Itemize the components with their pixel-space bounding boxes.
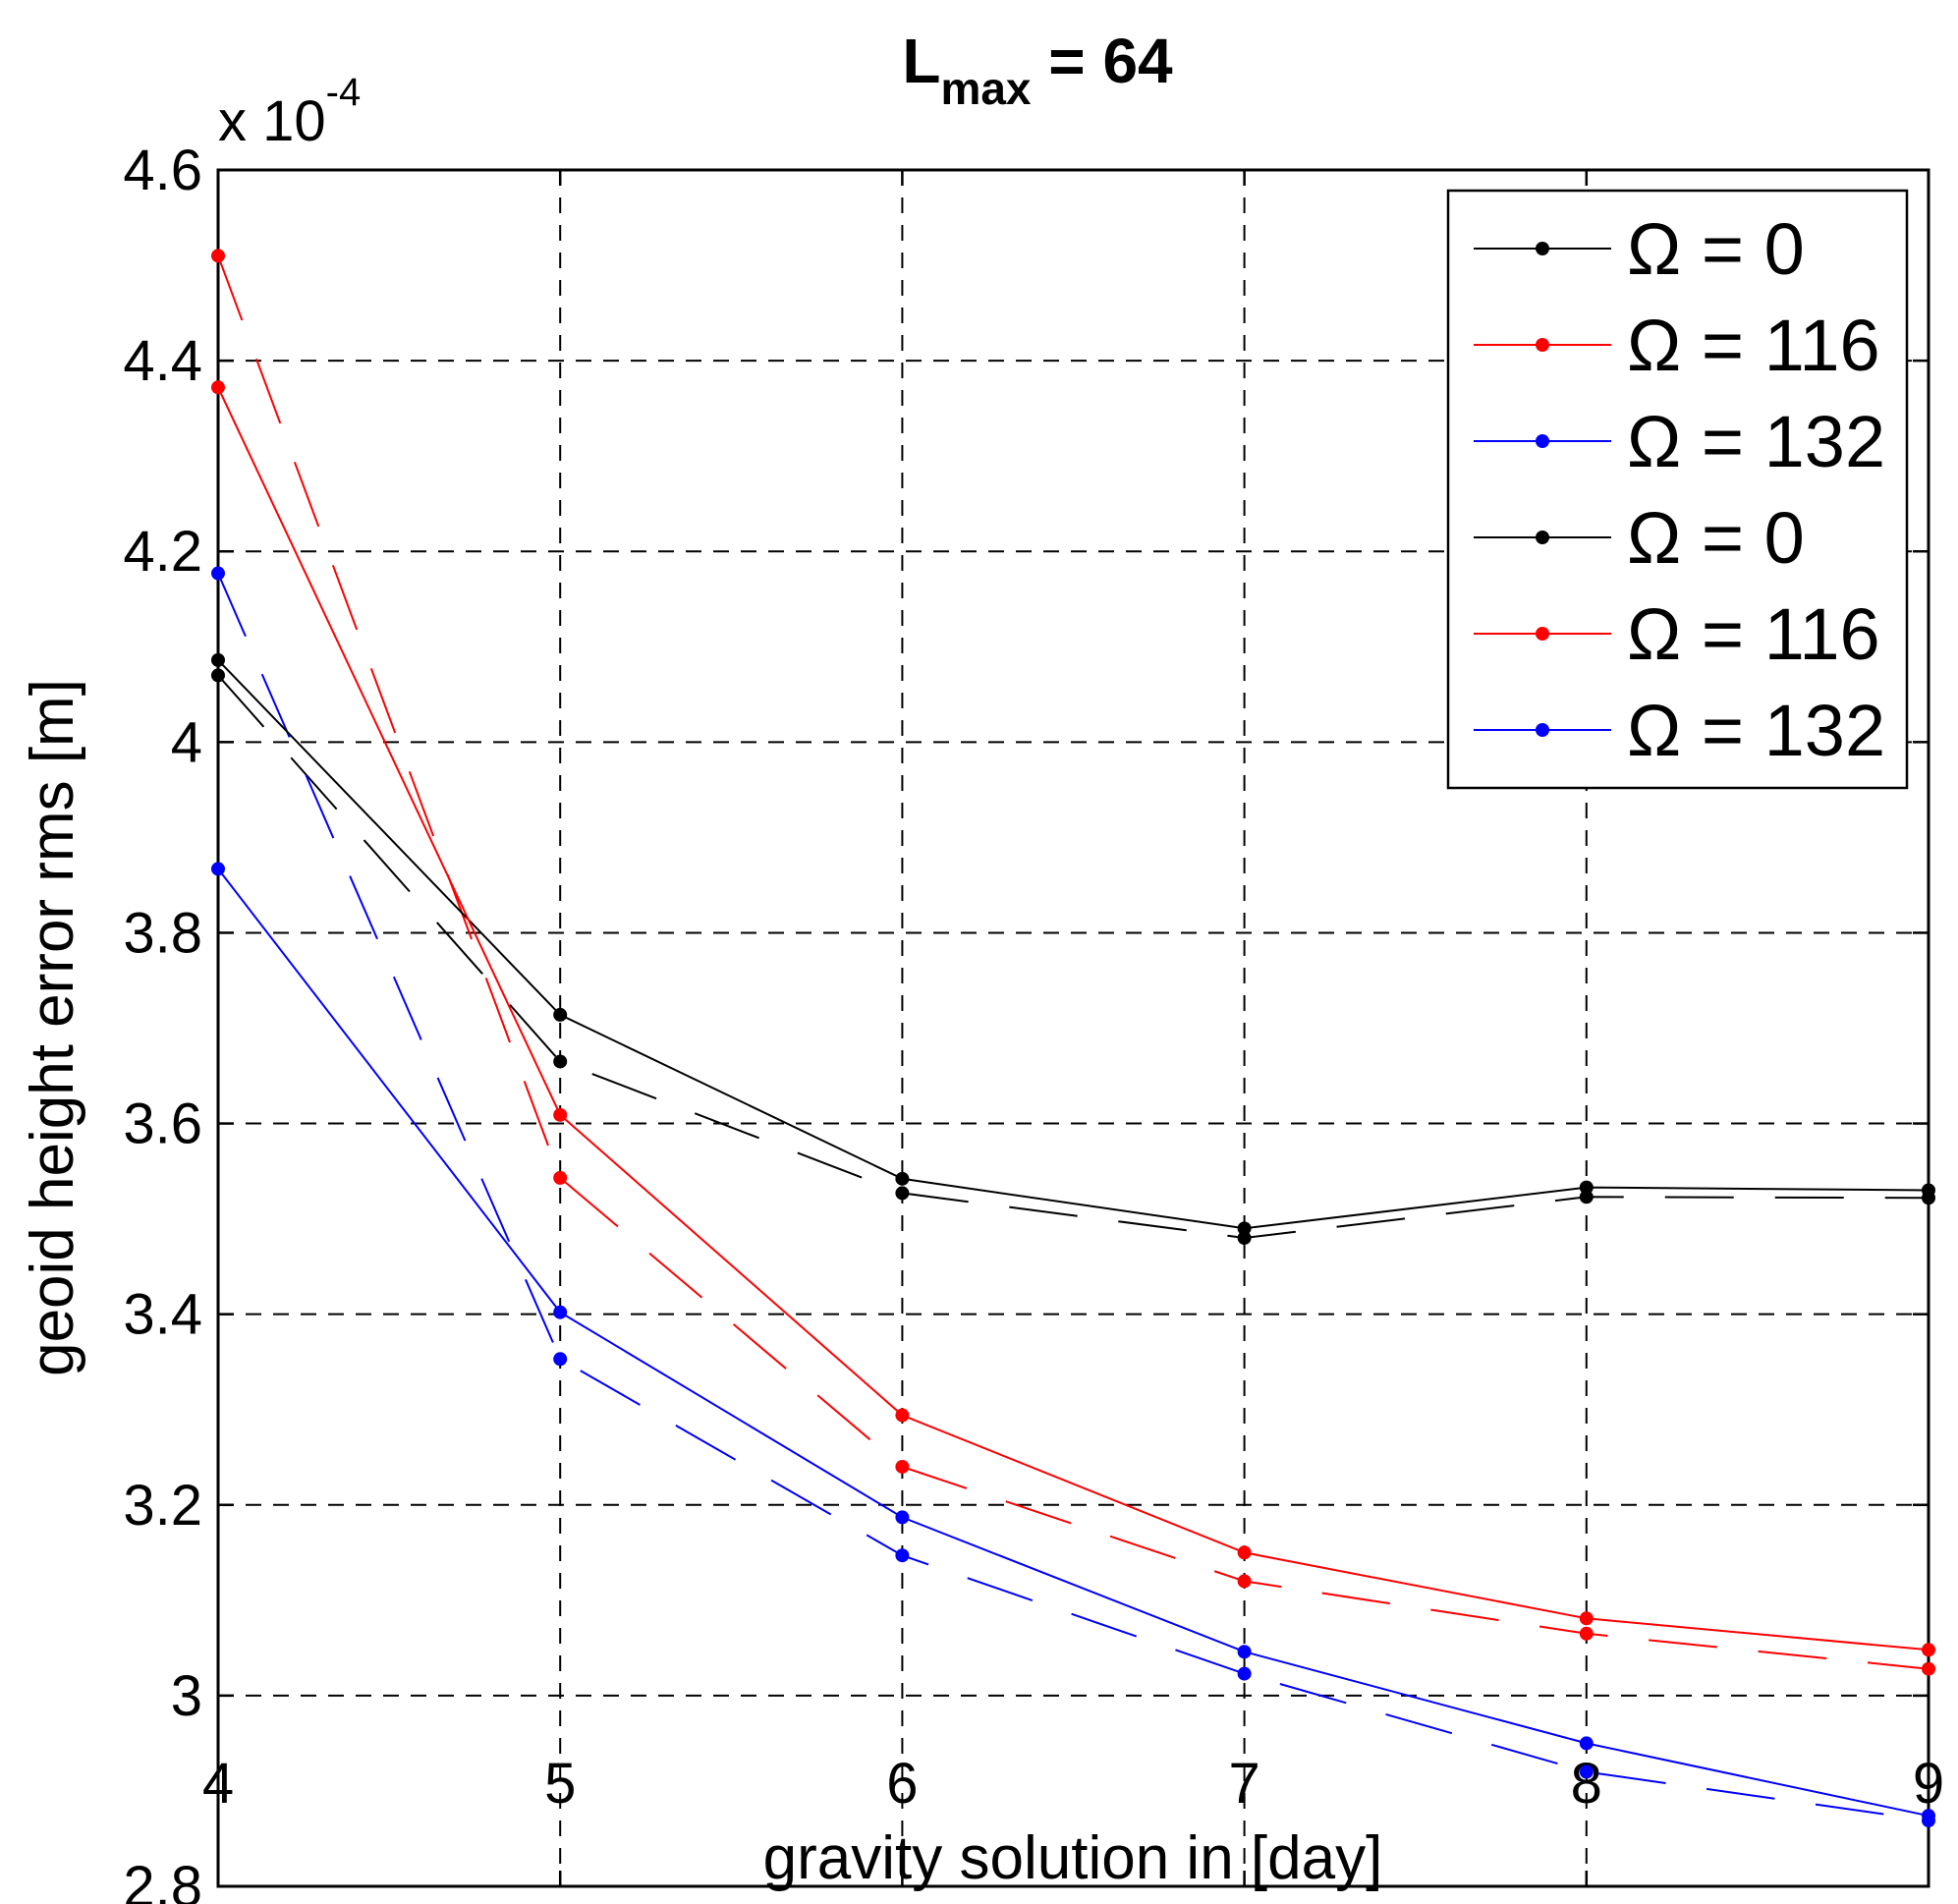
x-tick-label: 5 xyxy=(544,1752,576,1816)
legend-item: Ω = 132 xyxy=(1474,401,1885,482)
legend-marker xyxy=(1536,531,1549,544)
y-tick-label: 4.4 xyxy=(123,329,202,393)
data-point xyxy=(553,1007,568,1022)
data-point xyxy=(1237,1221,1252,1236)
data-point xyxy=(211,380,225,395)
series-1 xyxy=(211,668,1935,1246)
data-point xyxy=(211,249,225,263)
legend-box xyxy=(1446,189,1909,790)
legend-label: Ω = 0 xyxy=(1627,497,1805,579)
data-point xyxy=(1922,1643,1935,1657)
data-point xyxy=(1579,1190,1594,1204)
x-tick-label: 4 xyxy=(202,1752,234,1816)
x-tick-label: 6 xyxy=(886,1752,918,1816)
y-tick-label: 4.6 xyxy=(123,139,202,202)
legend-item: Ω = 0 xyxy=(1474,497,1805,579)
data-point xyxy=(211,668,225,683)
x-tick-label: 7 xyxy=(1228,1752,1259,1816)
y-tick-label: 4 xyxy=(171,710,202,774)
series-4 xyxy=(211,652,1935,1236)
series-6 xyxy=(211,862,1935,1823)
y-tick-label: 3.6 xyxy=(123,1092,202,1156)
data-point xyxy=(1237,1666,1252,1681)
legend: Ω = 0 Ω = 116 Ω = 132 Ω = 0 Ω = 116 Ω = 132 xyxy=(1446,189,1909,790)
y-multiplier-exponent: -4 xyxy=(326,71,362,114)
data-point xyxy=(1922,1661,1935,1676)
legend-label: Ω = 0 xyxy=(1627,208,1805,290)
data-point xyxy=(1922,1183,1935,1198)
title-subscript: max xyxy=(940,63,1031,114)
y-tick-label: 3.2 xyxy=(123,1474,202,1538)
data-point xyxy=(553,1107,568,1122)
data-point xyxy=(1579,1180,1594,1195)
data-point xyxy=(1237,1574,1252,1589)
plot-area-frame xyxy=(216,168,1930,1888)
legend-marker xyxy=(1536,627,1549,641)
data-point xyxy=(895,1186,910,1201)
series-line xyxy=(217,254,1930,1670)
y-tick-label: 2.8 xyxy=(123,1855,202,1904)
y-axis-label: geoid height error rms [m] xyxy=(19,679,86,1376)
data-point xyxy=(553,1352,568,1367)
data-point xyxy=(211,566,225,581)
series-line xyxy=(217,659,1930,1230)
data-point xyxy=(553,1054,568,1069)
data-point xyxy=(1579,1764,1594,1779)
series-line xyxy=(217,386,1930,1652)
data-point xyxy=(1579,1736,1594,1751)
series-line xyxy=(217,868,1930,1818)
y-tick-label: 4.2 xyxy=(123,520,202,584)
data-point xyxy=(211,652,225,667)
axis-ticks: 4 5 6 7 8 9 2.8 3 3.2 3.4 3.6 3.8 4 4.2 4.4 4.6 xyxy=(123,139,1944,1904)
data-point xyxy=(1237,1545,1252,1560)
legend-item: Ω = 0 xyxy=(1474,208,1805,290)
y-multiplier-base: x 10 xyxy=(218,89,326,153)
title-suffix: = 64 xyxy=(1032,26,1174,96)
y-tick-label: 3.8 xyxy=(123,901,202,965)
series-line xyxy=(217,674,1930,1240)
data-point xyxy=(1579,1626,1594,1641)
data-point xyxy=(1579,1611,1594,1626)
legend-label: Ω = 116 xyxy=(1627,305,1880,386)
legend-marker xyxy=(1536,242,1549,255)
legend-marker xyxy=(1536,434,1549,448)
legend-marker xyxy=(1536,338,1549,352)
chart-title: Lmax = 64 xyxy=(902,26,1173,114)
legend-item: Ω = 116 xyxy=(1474,593,1880,675)
legend-marker xyxy=(1536,723,1549,737)
data-point xyxy=(895,1510,910,1525)
series-line xyxy=(217,573,1930,1821)
legend-label: Ω = 132 xyxy=(1627,401,1885,482)
x-tick-label: 9 xyxy=(1913,1752,1944,1816)
y-tick-label: 3 xyxy=(171,1664,202,1728)
data-point xyxy=(1237,1645,1252,1659)
legend-item: Ω = 132 xyxy=(1474,690,1885,771)
data-point xyxy=(895,1548,910,1563)
title-main: L xyxy=(902,26,940,96)
legend-label: Ω = 132 xyxy=(1627,690,1885,771)
legend-item: Ω = 116 xyxy=(1474,305,1880,386)
x-tick-label: 8 xyxy=(1571,1752,1602,1816)
series-5 xyxy=(211,380,1935,1657)
series-layer xyxy=(211,249,1935,1828)
data-point xyxy=(553,1305,568,1319)
legend-label: Ω = 116 xyxy=(1627,593,1880,675)
data-point xyxy=(895,1171,910,1186)
legend-items: Ω = 0 Ω = 116 Ω = 132 Ω = 0 Ω = 116 Ω = 132 xyxy=(1474,208,1885,771)
series-2 xyxy=(211,249,1935,1676)
y-tick-label: 3.4 xyxy=(123,1283,202,1347)
data-point xyxy=(895,1408,910,1423)
data-point xyxy=(1922,1809,1935,1823)
y-multiplier: x 10-4 xyxy=(218,71,361,153)
data-point xyxy=(1237,1231,1252,1246)
data-point xyxy=(211,862,225,876)
data-point xyxy=(895,1459,910,1474)
x-axis-label: gravity solution in [day] xyxy=(763,1824,1383,1892)
data-point xyxy=(553,1170,568,1185)
